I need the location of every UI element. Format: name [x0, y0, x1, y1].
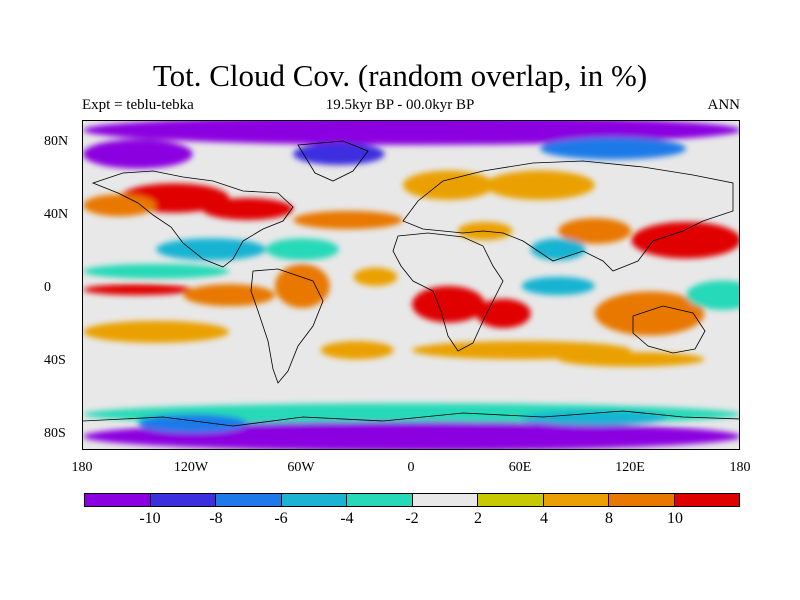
colorbar-swatch: [609, 494, 675, 506]
field-anomaly-region: [485, 170, 595, 200]
field-anomaly-region: [539, 137, 687, 160]
x-tick-label: 120E: [615, 460, 645, 475]
field-anomaly-region: [137, 414, 248, 433]
colorbar-label: 4: [540, 510, 548, 527]
field-anomaly-region: [83, 320, 230, 343]
colorbar-swatch: [478, 494, 544, 506]
colorbar-label: -8: [209, 510, 223, 527]
colorbar-swatch: [412, 494, 478, 506]
coastline-africa: [392, 232, 504, 352]
cloud-cover-map: [83, 121, 739, 449]
colorbar-label: -4: [340, 510, 354, 527]
field-anomaly-region: [265, 238, 339, 261]
field-anomaly-region: [631, 221, 739, 259]
coastline-australia: [632, 305, 706, 354]
field-anomaly-region: [558, 218, 632, 244]
field-anomaly-region: [83, 421, 739, 449]
field-anomaly-region: [83, 139, 193, 169]
field-anomaly-region: [521, 276, 595, 296]
colorbar-swatch: [347, 494, 413, 506]
experiment-label: Expt = teblu-tebka: [82, 97, 194, 113]
field-anomaly-region: [353, 267, 398, 286]
field-anomaly-region: [183, 284, 275, 307]
y-tick-label: 80S: [44, 426, 66, 441]
field-anomaly-region: [201, 198, 294, 220]
season-label: ANN: [707, 97, 741, 113]
y-tick-label: 80N: [44, 134, 69, 149]
map-frame: [82, 120, 740, 450]
field-anomaly-region: [320, 341, 394, 360]
coastline-antarctica: [83, 410, 739, 427]
field-anomaly-region: [293, 210, 403, 230]
field-anomaly-region: [521, 410, 668, 426]
field-anomaly-region: [83, 264, 230, 279]
x-tick-label: 60E: [508, 460, 532, 475]
x-tick-label: 0: [407, 460, 415, 475]
field-anomaly-region: [594, 291, 705, 336]
colorbar-swatch: [150, 494, 216, 506]
colorbar-swatch: [543, 494, 609, 506]
field-anomaly-region: [530, 238, 586, 261]
coastline-south-america: [250, 268, 324, 384]
colorbar-label: -6: [274, 510, 288, 527]
x-tick-label: 120W: [173, 460, 209, 475]
colorbar-swatch: [674, 494, 739, 506]
field-anomaly-region: [274, 264, 330, 308]
field-anomaly-region: [686, 280, 739, 310]
field-anomaly-region: [402, 170, 495, 200]
colorbar-label: -2: [405, 510, 419, 527]
field-anomaly-region: [412, 286, 486, 323]
colorbar-label: 8: [605, 510, 613, 527]
coastline-eurasia: [402, 160, 734, 272]
colorbar-label: 10: [667, 510, 683, 527]
coastline-greenland: [297, 140, 369, 182]
colorbar-label: 2: [474, 510, 482, 527]
field-anomaly-region: [558, 352, 705, 367]
field-anomaly-region: [83, 284, 193, 296]
colorbar: [84, 493, 740, 507]
colorbar-swatch: [216, 494, 282, 506]
colorbar-swatch: [85, 494, 151, 506]
colorbar-label: -10: [139, 510, 161, 527]
y-tick-label: 40N: [44, 207, 69, 222]
field-anomaly-region: [475, 298, 531, 329]
field-anomaly-region: [293, 143, 385, 165]
field-anomaly-region: [83, 194, 157, 217]
period-label: 19.5kyr BP - 00.0kyr BP: [325, 97, 475, 113]
coastline-north-america: [91, 170, 294, 268]
x-tick-label: 60W: [287, 460, 315, 475]
y-tick-label: 40S: [44, 353, 66, 368]
field-anomaly-region: [83, 121, 739, 145]
field-anomaly-region: [156, 238, 266, 261]
x-tick-label: 180: [729, 460, 751, 475]
colorbar-swatch: [281, 494, 347, 506]
y-tick-label: 0: [44, 280, 51, 295]
x-tick-label: 180: [71, 460, 93, 475]
plot-title: Tot. Cloud Cov. (random overlap, in %): [152, 58, 648, 93]
